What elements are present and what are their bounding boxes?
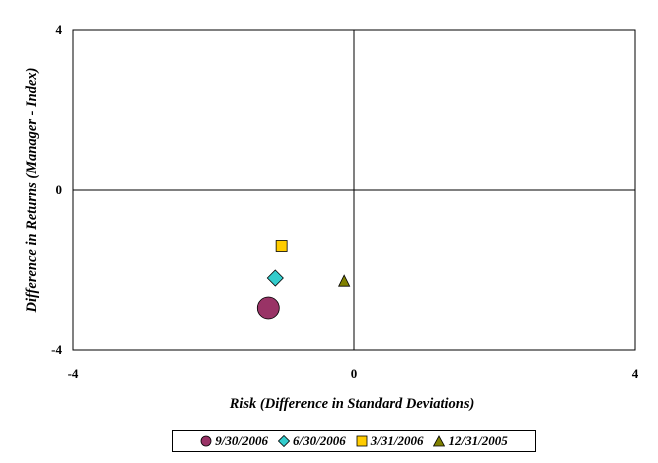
triangle-marker-icon (433, 435, 446, 447)
legend-item: 3/31/2006 (356, 433, 424, 449)
legend-label: 9/30/2006 (215, 433, 269, 448)
x-axis-title: Risk (Difference in Standard Deviations) (229, 396, 475, 412)
legend-item: 6/30/2006 (278, 433, 346, 449)
circle-marker-icon (200, 435, 212, 447)
triangle-data-point (338, 274, 351, 287)
y-tick-label: 0 (56, 182, 63, 197)
legend: 9/30/2006 6/30/2006 3/31/2006 12/31/2005 (172, 430, 536, 452)
y-tick-label: 4 (56, 22, 63, 37)
x-tick-label: 0 (351, 366, 358, 381)
diamond-marker-icon (278, 435, 291, 447)
y-axis-title: Difference in Returns (Manager - Index) (24, 67, 40, 313)
data-points (256, 240, 351, 320)
square-marker-icon (356, 435, 368, 447)
diamond-data-point (266, 269, 284, 287)
x-tick-label: 4 (632, 366, 639, 381)
square-data-point (275, 240, 288, 252)
legend-label: 6/30/2006 (293, 433, 346, 448)
circle-data-point (256, 296, 280, 320)
legend-item: 9/30/2006 (200, 433, 268, 449)
x-tick-label: -4 (68, 366, 79, 381)
legend-label: 12/31/2005 (448, 433, 508, 448)
legend-label: 3/31/2006 (370, 433, 424, 448)
y-tick-label: -4 (51, 342, 62, 357)
legend-item: 12/31/2005 (433, 433, 508, 449)
